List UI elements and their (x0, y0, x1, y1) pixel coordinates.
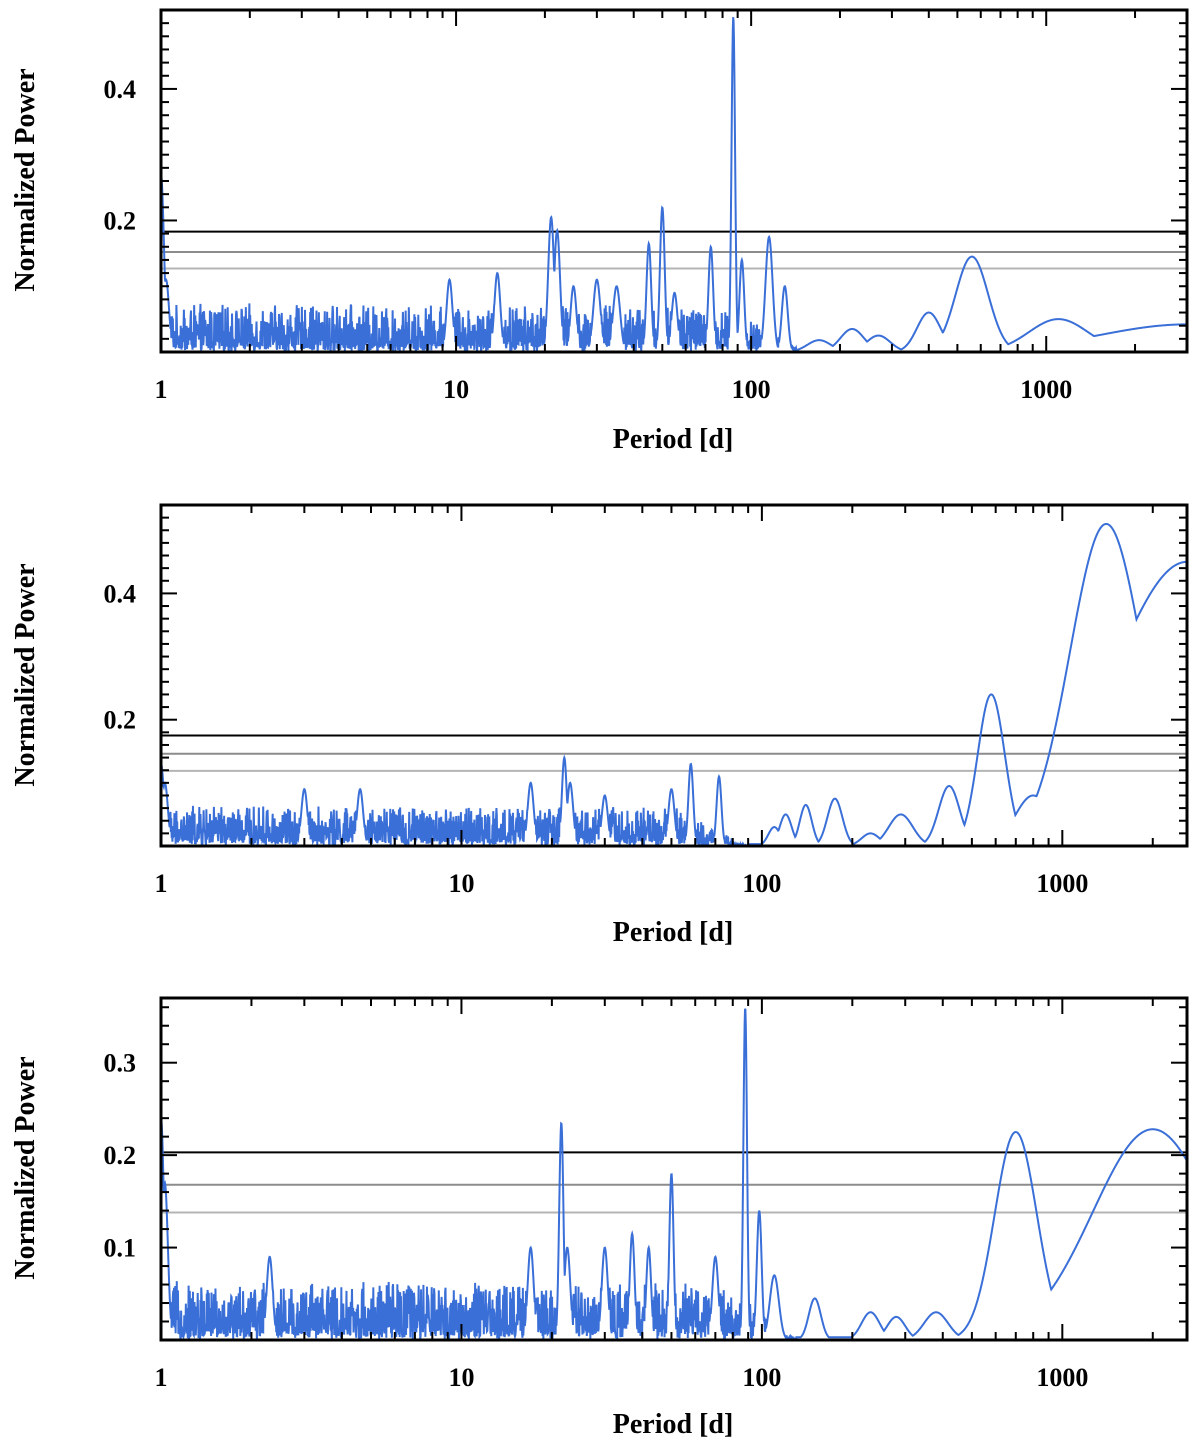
panel-top: Normalized Power Period [d] 1 10 100 1000 0.… (10, 8, 1189, 455)
periodogram-series (161, 522, 1187, 846)
y-tick-label: 0.3 (104, 1049, 137, 1078)
x-tick-label: 1 (155, 869, 168, 898)
x-tick-label: 10 (448, 1363, 474, 1392)
y-axis-title: Normalized Power (10, 563, 41, 786)
x-tick-label: 100 (742, 869, 781, 898)
x-tick-label: 1000 (1020, 375, 1072, 404)
y-axis-title: Normalized Power (10, 1056, 41, 1279)
x-tick-label: 1 (155, 1363, 168, 1392)
x-tick-label: 100 (732, 375, 771, 404)
y-tick-label: 0.4 (104, 75, 137, 104)
x-tick-label: 10 (443, 375, 469, 404)
y-tick-label: 0.2 (104, 206, 137, 235)
y-tick-label: 0.1 (104, 1234, 137, 1263)
x-tick-label: 10 (448, 869, 474, 898)
y-tick-label: 0.2 (104, 1141, 137, 1170)
panel-bottom: Normalized Power Period [d] 1 10 100 1000 0.… (10, 996, 1189, 1440)
plot-frame (159, 8, 1189, 354)
y-tick-label: 0.2 (104, 706, 137, 735)
periodogram-series (161, 17, 1187, 352)
x-axis-title: Period [d] (613, 917, 734, 948)
x-axis-title: Period [d] (613, 1409, 734, 1440)
periodogram-series (161, 1008, 1187, 1340)
panel-middle: Normalized Power Period [d] 1 10 100 1000 0.… (10, 503, 1189, 948)
plot-frame (159, 503, 1189, 848)
y-axis-title: Normalized Power (10, 68, 41, 291)
y-tick-label: 0.4 (104, 579, 137, 608)
plot-frame (159, 996, 1189, 1342)
x-tick-label: 1 (155, 375, 168, 404)
x-tick-label: 1000 (1036, 869, 1088, 898)
x-tick-label: 1000 (1036, 1363, 1088, 1392)
x-axis-title: Period [d] (613, 424, 734, 455)
x-tick-label: 100 (742, 1363, 781, 1392)
